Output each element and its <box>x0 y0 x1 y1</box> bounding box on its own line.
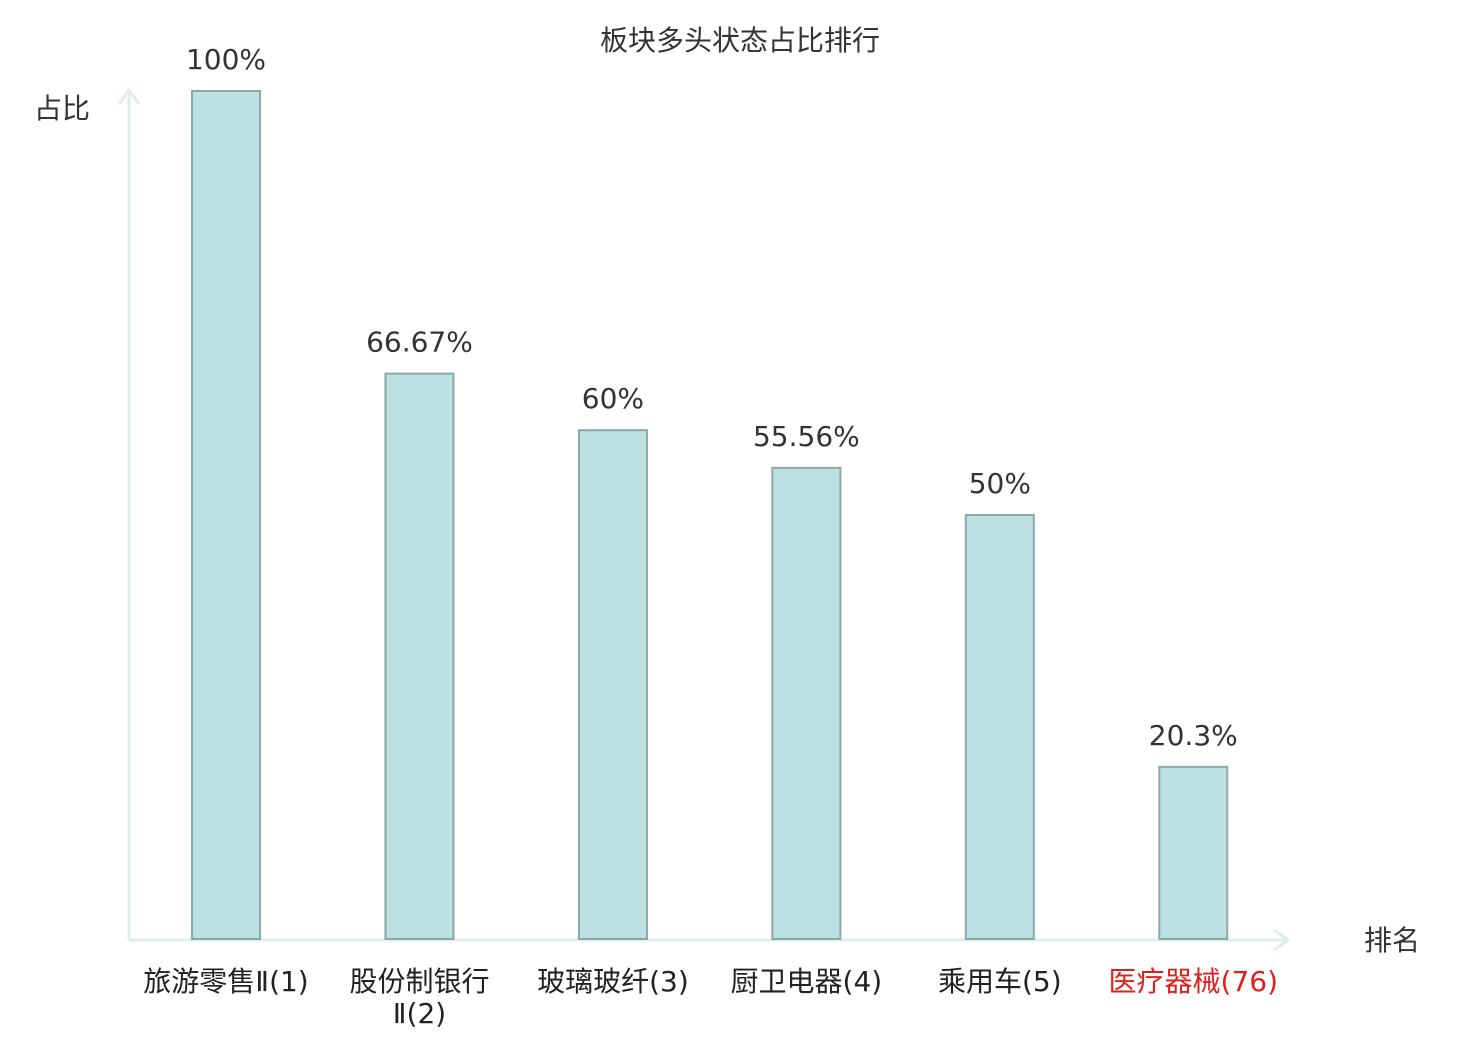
value-label: 60% <box>582 382 644 415</box>
axes <box>117 87 1291 952</box>
y-axis-label: 占比 <box>34 92 90 125</box>
value-label: 55.56% <box>753 420 860 453</box>
bar <box>771 466 842 940</box>
x-tick-label: 股份制银行Ⅱ(2) <box>349 965 490 1030</box>
value-label: 66.67% <box>366 326 473 359</box>
chart-title: 板块多头状态占比排行 <box>600 24 880 57</box>
bar <box>1158 765 1229 941</box>
x-tick-label: 旅游零售Ⅱ(1) <box>143 965 309 998</box>
value-label: 100% <box>186 43 266 76</box>
bar <box>384 372 455 940</box>
bar <box>191 90 262 940</box>
x-tick-label: 医疗器械(76) <box>1108 965 1278 998</box>
x-tick-label: 乘用车(5) <box>937 965 1062 998</box>
value-label: 20.3% <box>1149 719 1238 752</box>
x-tick-label: 厨卫电器(4) <box>730 965 883 998</box>
x-tick-label: 玻璃玻纤(3) <box>537 965 689 998</box>
bar <box>577 429 648 940</box>
x-axis-label: 排名 <box>1364 924 1420 957</box>
value-label: 50% <box>969 467 1031 500</box>
bar <box>964 514 1035 940</box>
